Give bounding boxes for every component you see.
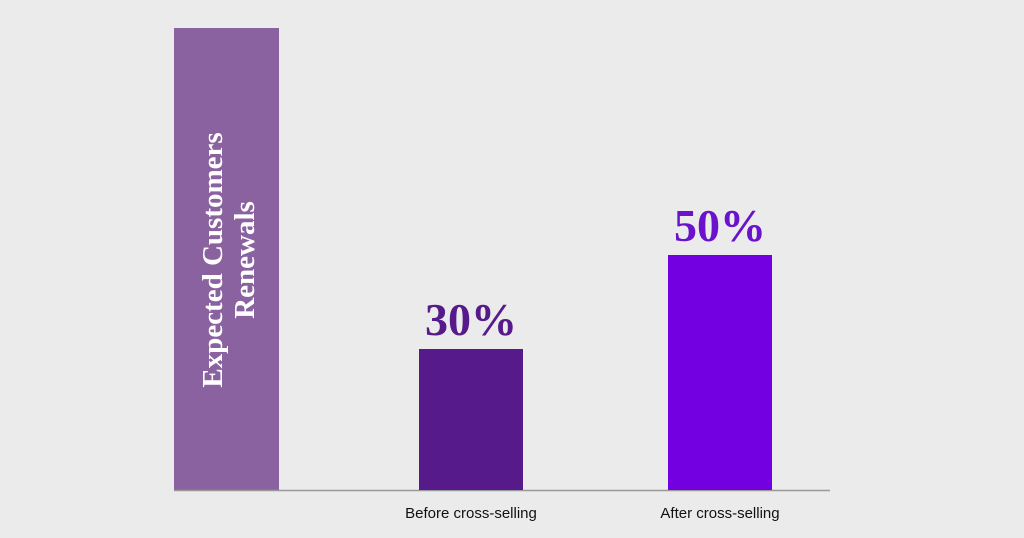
- y-label: Expected Customers Renewals: [197, 132, 261, 387]
- bar: [668, 255, 772, 490]
- y-label-box: [174, 28, 279, 490]
- x-tick-label: After cross-selling: [660, 505, 779, 522]
- y-label-line: Expected Customers: [197, 132, 229, 387]
- bar: [419, 349, 523, 490]
- value-label: 30%: [425, 294, 517, 345]
- x-tick-label: Before cross-selling: [405, 505, 537, 522]
- y-label-line: Renewals: [229, 201, 261, 319]
- value-label: 50%: [674, 200, 766, 251]
